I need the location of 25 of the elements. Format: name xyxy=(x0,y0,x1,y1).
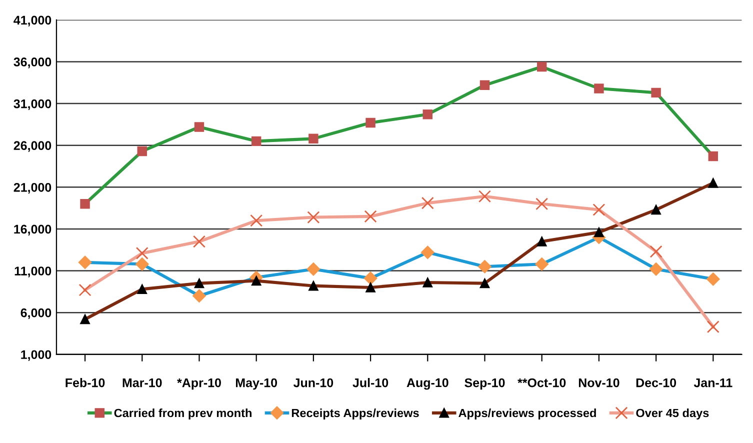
x-tick-label: Feb-10 xyxy=(66,378,105,388)
legend-label: Carried from prev month xyxy=(114,408,252,420)
legend-label: Over 45 days xyxy=(636,408,709,420)
x-tick-label: Jan-11 xyxy=(694,378,732,388)
y-tick-label: 36,000 xyxy=(14,58,52,68)
x-tick-label: Aug-10 xyxy=(406,378,448,390)
y-tick-label: 16,000 xyxy=(14,224,52,236)
y-tick-label: 21,000 xyxy=(14,182,52,194)
y-tick-label: 26,000 xyxy=(14,141,52,152)
x-tick-label: Nov-10 xyxy=(578,378,620,388)
y-tick-label: 11,000 xyxy=(14,266,52,278)
x-tick-label: Dec-10 xyxy=(636,378,676,388)
y-tick-label: 6,000 xyxy=(20,308,52,320)
legend-label: Apps/reviews processed xyxy=(458,408,596,420)
legend-label: Receipts Apps/reviews xyxy=(292,408,419,420)
x-tick-label: Jun-10 xyxy=(293,378,334,388)
y-tick-label: 41,000 xyxy=(14,16,52,26)
x-tick-label: Jul-10 xyxy=(352,378,388,388)
x-tick-label: Sep-10 xyxy=(464,378,505,390)
x-tick-label: **Oct-10 xyxy=(518,378,566,388)
y-tick-label: 31,000 xyxy=(14,99,52,110)
y-tick-label: 1,000 xyxy=(21,350,52,361)
x-tick-label: May-10 xyxy=(236,378,278,390)
x-tick-label: Mar-10 xyxy=(122,378,162,388)
x-tick-label: *Apr-10 xyxy=(177,378,221,390)
